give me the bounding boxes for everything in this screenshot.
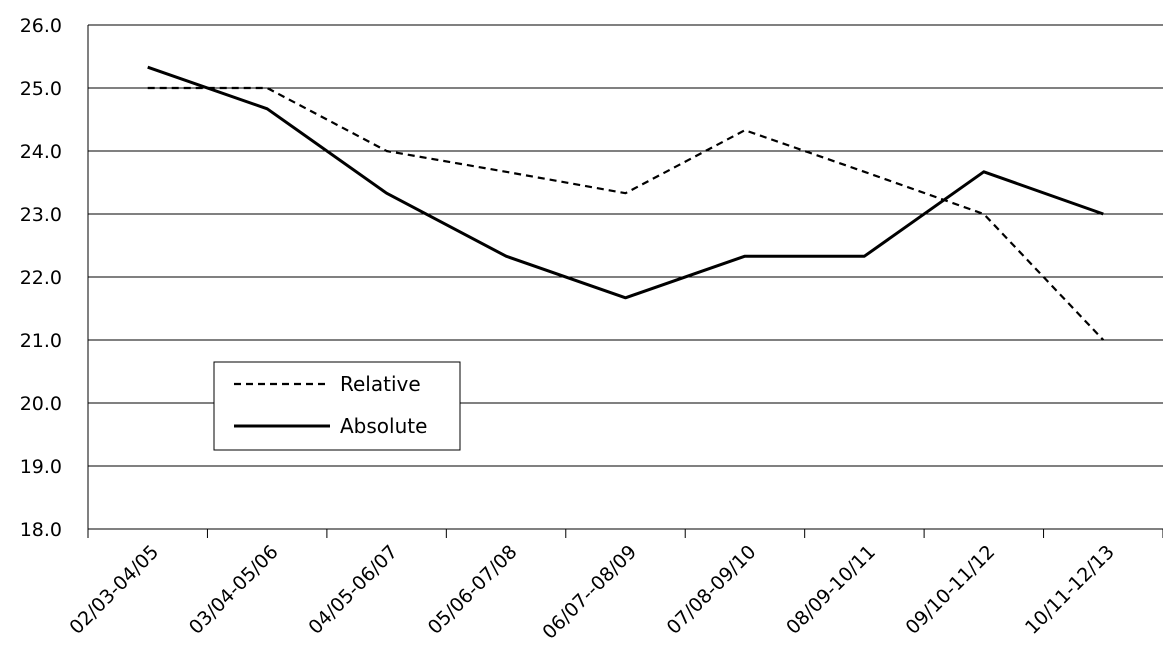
x-tick-label: 05/06-07/08 [424,541,522,639]
x-tick-label: 03/04-05/06 [185,541,283,639]
legend-box [213,361,461,451]
y-tick-label: 25.0 [20,78,62,100]
x-tick-label: 06/07--08/09 [538,541,641,644]
x-tick-label: 07/08-09/10 [663,541,761,639]
y-tick-label: 22.0 [20,267,62,289]
y-tick-label: 24.0 [20,141,62,163]
legend-label-absolute: Absolute [340,414,427,438]
y-tick-label: 20.0 [20,393,62,415]
x-axis: 02/03-04/05 03/04-05/06 04/05-06/07 05/06-0… [65,528,1163,644]
y-tick-label: 18.0 [20,519,62,541]
x-tick-label: 04/05-06/07 [304,541,402,639]
y-axis: 18.0 19.0 20.0 21.0 22.0 23.0 24.0 25.0 26.0 [20,15,89,541]
legend-label-relative: Relative [340,372,421,396]
x-tick-label: 10/11-12/13 [1021,541,1119,639]
x-tick-label: 09/10-11/12 [902,541,1000,639]
series-layer [147,65,1105,341]
x-tick-label: 02/03-04/05 [65,541,163,639]
legend: Relative Absolute [213,361,461,451]
x-tick-label: 08/09-10/11 [782,541,880,639]
y-tick-label: 21.0 [20,330,62,352]
series-line-absolute [147,65,1104,300]
y-tick-label: 23.0 [20,204,62,226]
y-tick-label: 19.0 [20,456,62,478]
y-tick-label: 26.0 [20,15,62,37]
